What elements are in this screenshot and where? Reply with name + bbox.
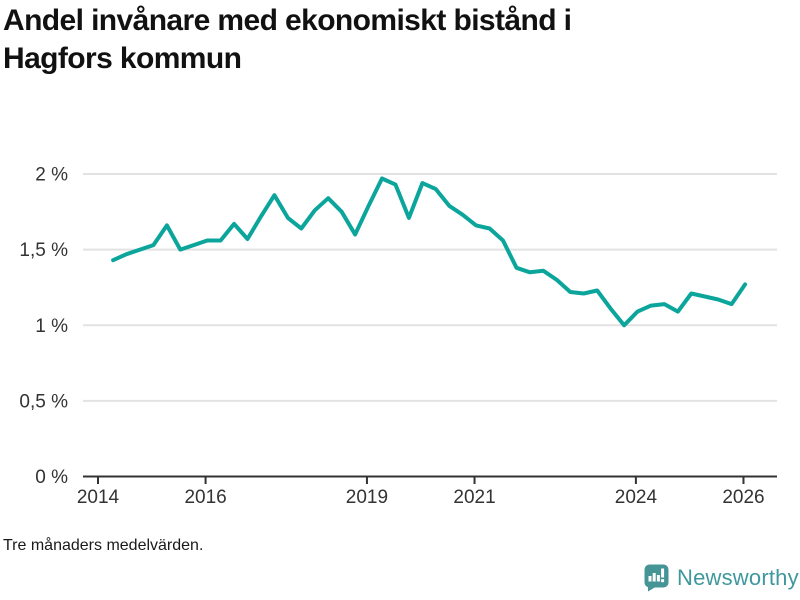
y-axis-tick-label: 2 % [35,165,68,186]
y-axis-tick-label: 0 % [35,467,68,488]
chart-title-line-1: Andel invånare med ekonomiskt bistånd i [3,4,572,37]
newsworthy-bar-chart-bubble-icon [644,564,669,592]
x-axis-tick-label: 2016 [184,487,226,508]
chart-title: Andel invånare med ekonomiskt bistånd i H… [3,2,793,78]
y-axis-tick-label: 1 % [35,316,68,337]
x-axis-tick-label: 2021 [453,487,495,508]
x-axis-tick-label: 2019 [346,487,388,508]
newsworthy-logo: Newsworthy [644,563,799,593]
chart-footnote: Tre månaders medelvärden. [3,537,204,554]
x-axis-tick-label: 2026 [722,487,764,508]
data-line-series [111,176,748,328]
chart-title-line-2: Hagfors kommun [3,42,242,75]
y-axis-tick-label: 0,5 % [19,391,68,412]
y-axis-tick-label: 1,5 % [19,240,68,261]
x-axis-tick-label: 2014 [77,487,120,508]
newsworthy-wordmark: Newsworthy [677,565,799,590]
x-axis-tick-label: 2024 [615,487,658,508]
